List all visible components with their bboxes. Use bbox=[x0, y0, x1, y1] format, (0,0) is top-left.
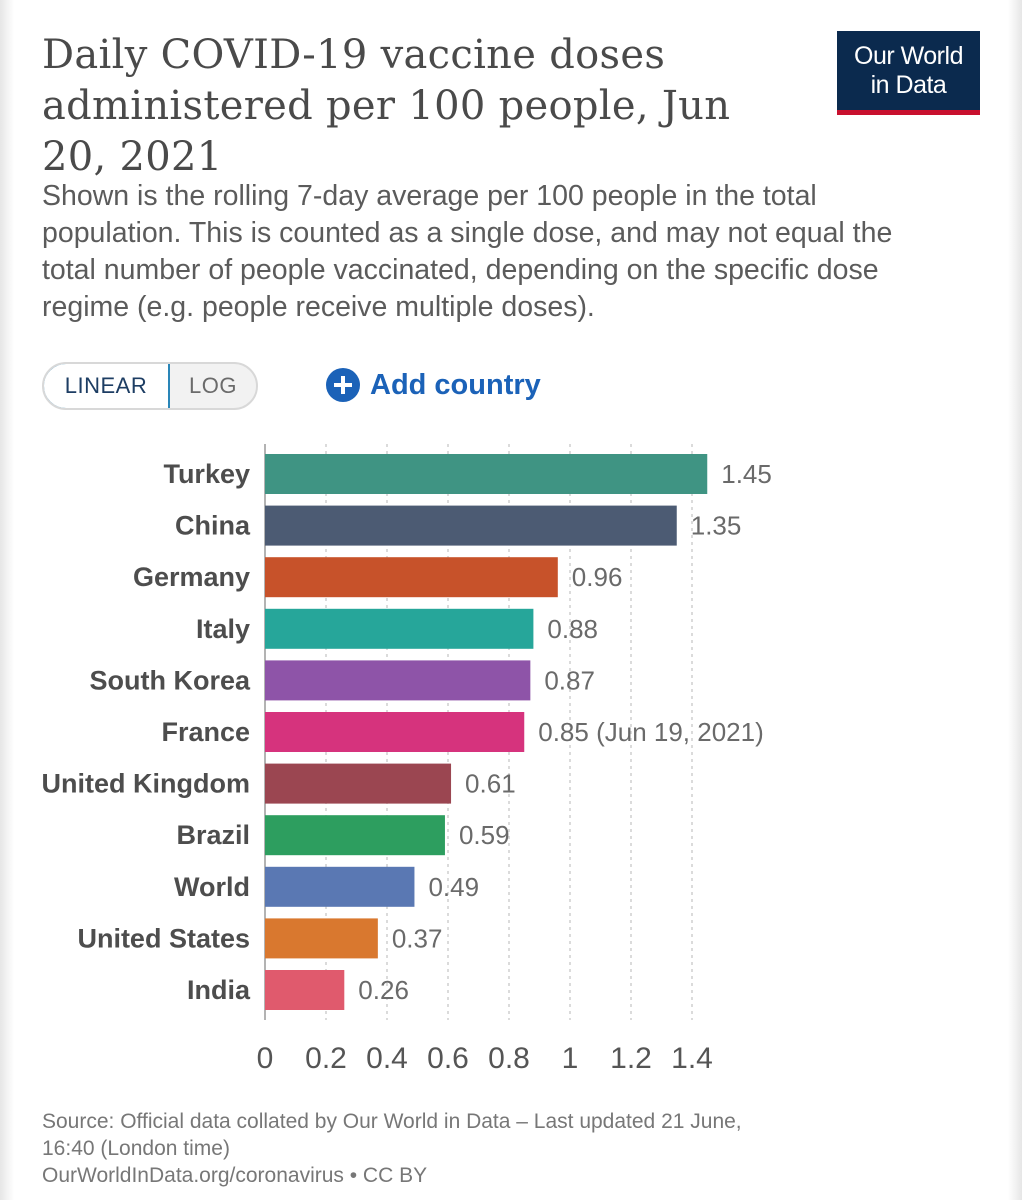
category-label: United States bbox=[77, 923, 250, 953]
value-label: 0.85 (Jun 19, 2021) bbox=[538, 717, 764, 747]
category-label: Italy bbox=[196, 614, 250, 644]
add-country-button[interactable]: Add country bbox=[326, 364, 541, 406]
x-tick-label: 0.4 bbox=[366, 1042, 408, 1075]
bar[interactable] bbox=[265, 454, 708, 494]
bar[interactable] bbox=[265, 557, 558, 598]
bar[interactable] bbox=[265, 608, 534, 649]
value-label: 0.87 bbox=[544, 665, 595, 695]
value-label: 0.26 bbox=[358, 975, 409, 1005]
plus-circle-icon bbox=[326, 368, 360, 402]
x-tick-label: 1 bbox=[562, 1042, 579, 1075]
bar[interactable] bbox=[265, 763, 452, 804]
bar[interactable] bbox=[265, 815, 445, 856]
chart-subtitle: Shown is the rolling 7-day average per 1… bbox=[42, 180, 893, 323]
source-line-3[interactable]: OurWorldInData.org/coronavirus • CC BY bbox=[42, 1164, 428, 1187]
x-tick-label: 1.2 bbox=[610, 1042, 652, 1075]
category-label: South Korea bbox=[89, 665, 250, 695]
linear-scale-button[interactable]: LINEAR bbox=[44, 364, 170, 408]
left-page-shadow bbox=[0, 0, 14, 1200]
bar[interactable] bbox=[265, 712, 525, 752]
source-line-2: 16:40 (London time) bbox=[42, 1137, 230, 1160]
x-tick-label: 0 bbox=[257, 1042, 274, 1075]
category-label: India bbox=[187, 975, 251, 1005]
category-label: United Kingdom bbox=[42, 769, 250, 799]
bar-chart: Turkey 1.45 China 1.35 Germany 0.96 Italy 0.88 S… bbox=[42, 444, 772, 1075]
right-page-shadow bbox=[1008, 0, 1022, 1200]
x-tick-label: 0.6 bbox=[427, 1042, 469, 1075]
value-label: 0.96 bbox=[572, 562, 623, 592]
bar[interactable] bbox=[265, 660, 531, 701]
x-tick-label: 0.2 bbox=[305, 1042, 347, 1075]
value-label: 0.61 bbox=[465, 769, 516, 799]
category-label: Brazil bbox=[176, 820, 250, 850]
category-label: China bbox=[175, 511, 251, 541]
owid-logo[interactable]: Our World in Data bbox=[837, 31, 980, 115]
value-label: 0.88 bbox=[547, 614, 598, 644]
bar[interactable] bbox=[265, 918, 378, 959]
logo-line-2: in Data bbox=[870, 70, 947, 99]
bar[interactable] bbox=[265, 866, 415, 907]
log-scale-button[interactable]: LOG bbox=[189, 373, 237, 398]
value-label: 0.59 bbox=[459, 820, 510, 850]
value-label: 1.45 bbox=[721, 459, 772, 489]
chart-title: Daily COVID-19 vaccine doses administere… bbox=[42, 32, 731, 180]
value-label: 0.49 bbox=[428, 872, 479, 902]
category-label: Turkey bbox=[163, 459, 250, 489]
add-country-label: Add country bbox=[370, 368, 541, 401]
x-tick-label: 0.8 bbox=[488, 1042, 530, 1075]
source-note: Source: Official data collated by Our Wo… bbox=[42, 1108, 942, 1189]
x-tick-label: 1.4 bbox=[671, 1042, 713, 1075]
bar[interactable] bbox=[265, 970, 345, 1010]
value-label: 0.37 bbox=[392, 923, 443, 953]
source-line-1: Source: Official data collated by Our Wo… bbox=[42, 1110, 742, 1133]
value-label: 1.35 bbox=[691, 511, 742, 541]
category-label: Germany bbox=[133, 562, 250, 592]
category-label: World bbox=[174, 872, 250, 902]
logo-line-1: Our World bbox=[854, 41, 963, 70]
category-label: France bbox=[161, 717, 250, 747]
bar[interactable] bbox=[265, 505, 677, 546]
scale-toggle: LINEAR LOG bbox=[42, 362, 258, 410]
